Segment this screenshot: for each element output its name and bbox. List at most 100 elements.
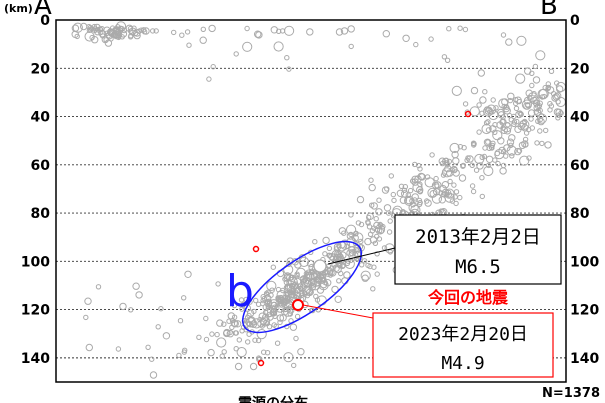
earthquake-point	[258, 312, 266, 320]
event-2023-magnitude: M4.9	[441, 353, 484, 374]
earthquake-point	[452, 157, 460, 165]
earthquake-point	[359, 262, 365, 268]
earthquake-point	[356, 195, 365, 204]
earthquake-point	[424, 199, 432, 207]
earthquake-point	[101, 35, 110, 44]
earthquake-point	[457, 25, 463, 31]
earthquake-point	[532, 76, 541, 84]
earthquake-point	[476, 162, 484, 170]
earthquake-point	[529, 82, 535, 89]
earthquake-point	[149, 371, 158, 379]
earthquake-point	[283, 352, 294, 363]
earthquake-point	[441, 188, 450, 197]
earthquake-point	[329, 269, 337, 277]
earthquake-point	[367, 231, 374, 238]
earthquake-point	[265, 304, 272, 311]
earthquake-point	[476, 129, 482, 135]
earthquake-point	[331, 285, 339, 294]
earthquake-point	[219, 353, 225, 359]
earthquake-point	[234, 362, 243, 371]
earthquake-point	[150, 28, 156, 34]
earthquake-point	[516, 35, 527, 46]
earthquake-point	[274, 340, 281, 346]
earthquake-point	[270, 264, 276, 270]
earthquake-point	[465, 155, 471, 161]
earthquake-point	[458, 174, 467, 182]
event-2013-marker	[313, 259, 327, 273]
earthquake-point	[119, 302, 127, 311]
earthquake-point	[554, 80, 560, 86]
earthquake-point	[416, 201, 423, 208]
earthquake-point	[339, 239, 351, 250]
earthquake-point	[402, 184, 408, 190]
earthquake-point	[264, 350, 271, 356]
y-tick-left-3: 60	[31, 158, 51, 174]
earthquake-point	[155, 324, 161, 330]
earthquake-point	[513, 100, 519, 107]
earthquake-point	[303, 279, 312, 288]
earthquake-point	[451, 182, 457, 188]
earthquake-point	[508, 134, 516, 142]
y-tick-left-5: 100	[21, 254, 50, 270]
earthquake-point	[209, 331, 215, 337]
earthquake-point	[270, 307, 276, 314]
earthquake-point	[481, 123, 492, 135]
earthquake-point	[526, 94, 533, 101]
y-tick-right-2: 40	[570, 110, 590, 126]
earthquake-point	[462, 101, 469, 107]
earthquake-point	[293, 335, 299, 342]
earthquake-point	[495, 160, 501, 167]
earthquake-point	[505, 38, 513, 46]
earthquake-point	[483, 165, 494, 177]
earthquake-point	[346, 249, 354, 257]
earthquake-point	[378, 228, 385, 234]
earthquake-point	[230, 319, 238, 327]
earthquake-point	[453, 200, 459, 207]
earthquake-point	[511, 121, 517, 128]
earthquake-point	[507, 97, 513, 104]
earthquake-point	[451, 85, 462, 97]
earthquake-point	[483, 106, 494, 117]
earthquake-point	[196, 334, 202, 340]
earthquake-point	[227, 329, 233, 336]
bottom-partial-label: 震源の分布	[237, 395, 308, 403]
earthquake-point	[141, 27, 147, 33]
earthquake-point	[340, 27, 349, 35]
earthquake-point	[338, 227, 347, 235]
earthquake-point	[470, 140, 477, 146]
earthquake-point	[177, 318, 184, 324]
leader-line-2013	[327, 247, 396, 265]
earthquake-point	[383, 204, 392, 212]
earthquake-point	[474, 153, 485, 165]
earthquake-point	[390, 191, 396, 198]
earthquake-point	[413, 41, 419, 48]
earthquake-point	[462, 26, 469, 33]
earthquake-point	[242, 41, 253, 52]
earthquake-point	[373, 221, 381, 230]
earthquake-point	[335, 28, 344, 36]
earthquake-point	[492, 157, 498, 163]
earthquake-point	[179, 32, 185, 38]
earthquake-point	[483, 138, 492, 147]
earthquake-point	[506, 138, 515, 146]
earthquake-point	[264, 298, 271, 305]
corner-label-b: B	[540, 0, 558, 21]
earthquake-point	[283, 298, 289, 304]
earthquake-point	[231, 302, 238, 309]
earthquake-point	[289, 323, 298, 331]
earthquake-point	[233, 330, 240, 336]
earthquake-point	[358, 238, 364, 245]
earthquake-point	[294, 313, 301, 320]
earthquake-point	[316, 295, 327, 306]
earthquake-point	[303, 270, 310, 277]
earthquake-point	[497, 108, 505, 117]
earthquake-point	[266, 280, 277, 291]
earthquake-point	[365, 220, 371, 226]
earthquake-point	[340, 262, 346, 269]
earthquake-point	[499, 167, 507, 175]
earthquake-point	[443, 160, 449, 166]
earthquake-point	[287, 311, 293, 317]
earthquake-point	[260, 300, 266, 307]
earthquake-point	[214, 331, 220, 338]
